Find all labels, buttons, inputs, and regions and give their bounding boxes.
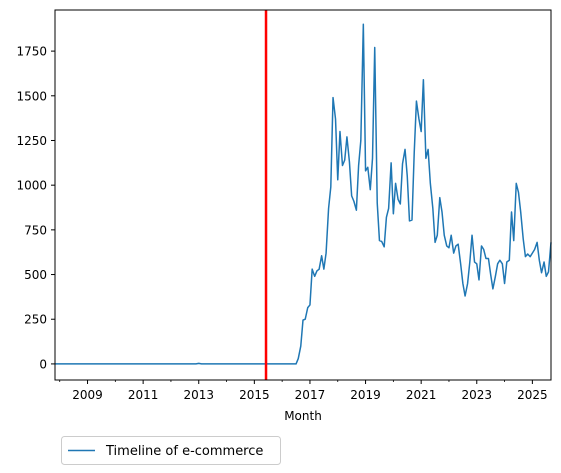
y-tick-label: 1750 <box>16 45 47 59</box>
x-tick-label: 2025 <box>517 388 548 402</box>
x-tick-label: 2009 <box>72 388 103 402</box>
plot-frame <box>54 9 552 381</box>
x-tick-label: 2017 <box>295 388 326 402</box>
y-tick-label: 250 <box>24 313 47 327</box>
x-tick-label: 2013 <box>183 388 214 402</box>
y-tick-label: 750 <box>24 223 47 237</box>
x-tick-label: 2023 <box>461 388 492 402</box>
y-tick-label: 1000 <box>16 179 47 193</box>
series-line-0 <box>55 23 552 365</box>
y-tick-label: 1500 <box>16 89 47 103</box>
x-tick-label: 2011 <box>128 388 159 402</box>
x-tick-label: 2015 <box>239 388 270 402</box>
x-tick-label: 2019 <box>350 388 381 402</box>
legend-box <box>61 436 281 465</box>
plot-area <box>55 10 552 380</box>
y-tick-label: 1250 <box>16 134 47 148</box>
x-tick-label: 2021 <box>406 388 437 402</box>
y-tick-label: 0 <box>39 357 47 371</box>
legend-label: Timeline of e-commerce <box>105 444 263 459</box>
axes: 2009 2011 2013 2015 2017 2019 2021 2023 2025 0 250… <box>16 9 552 402</box>
y-tick-label: 500 <box>24 268 47 282</box>
x-axis-label: Month <box>284 409 322 423</box>
legend: Timeline of e-commerce <box>61 436 281 465</box>
